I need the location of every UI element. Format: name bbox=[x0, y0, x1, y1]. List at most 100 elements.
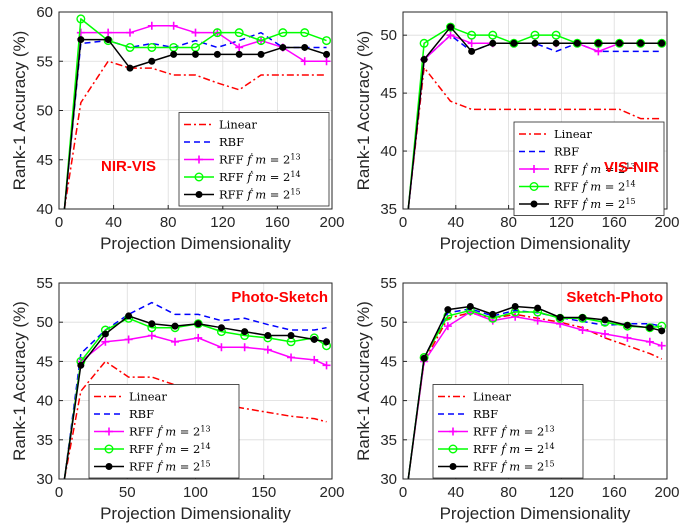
x-tick-label: 0 bbox=[55, 484, 63, 501]
data-point-rff-dot-f-m-2-15 bbox=[301, 43, 309, 51]
legend-label-rff-dot-f-m-2-13: RFF ḟ m = 213 bbox=[219, 152, 301, 167]
series-line-linear bbox=[407, 66, 662, 209]
data-point-rff-dot-f-m-2-15 bbox=[213, 50, 221, 58]
data-point-rff-dot-f-m-2-13 bbox=[104, 28, 113, 37]
panel-title: NIR-VIS bbox=[101, 158, 156, 175]
legend: Linear RBF RFF ḟ m = 213 RFF ḟ m = 214 RFF ḟ… bbox=[513, 121, 665, 216]
data-point-rff-dot-f-m-2-14 bbox=[300, 28, 310, 38]
legend-marker-rff-dot-f-m-2-14 bbox=[529, 181, 539, 191]
data-point-rff-dot-f-m-2-13 bbox=[578, 326, 587, 335]
legend-label-rff-dot-f-m-2-14: RFF ḟ m = 214 bbox=[554, 179, 636, 194]
data-point-rff-dot-f-m-2-14 bbox=[278, 28, 288, 38]
x-tick-label: 200 bbox=[319, 214, 344, 231]
legend: Linear RBF RFF ḟ m = 213 RFF ḟ m = 214 RFF ḟ… bbox=[432, 384, 584, 479]
data-point-rff-dot-f-m-2-13 bbox=[594, 47, 603, 56]
data-point-rff-dot-f-m-2-15 bbox=[489, 310, 497, 318]
legend-marker-rff-dot-f-m-2-15 bbox=[449, 463, 457, 470]
data-point-rff-dot-f-m-2-15 bbox=[217, 324, 225, 332]
data-point-rff-dot-f-m-2-13 bbox=[194, 333, 203, 342]
legend-marker-rff-dot-f-m-2-14 bbox=[194, 172, 204, 182]
panel-title: VIS-NIR bbox=[604, 159, 659, 176]
data-point-rff-dot-f-m-2-15 bbox=[623, 321, 631, 329]
data-point-rff-dot-f-m-2-15 bbox=[489, 39, 497, 47]
data-point-rff-dot-f-m-2-13 bbox=[533, 316, 542, 325]
data-point-rff-dot-f-m-2-13 bbox=[125, 28, 134, 37]
data-point-rff-dot-f-m-2-15 bbox=[310, 335, 318, 343]
legend: Linear RBF RFF ḟ m = 213 RFF ḟ m = 214 RFF ḟ… bbox=[178, 112, 330, 207]
x-tick-label: 80 bbox=[500, 214, 517, 231]
data-point-rff-dot-f-m-2-13 bbox=[446, 31, 455, 40]
data-point-rff-dot-f-m-2-15 bbox=[192, 50, 199, 58]
data-point-rff-dot-f-m-2-13 bbox=[217, 343, 226, 352]
legend-marker-rff-dot-f-m-2-13 bbox=[530, 165, 538, 173]
x-tick-label: 120 bbox=[210, 214, 235, 231]
x-tick-label: 40 bbox=[447, 214, 464, 231]
y-tick-label: 50 bbox=[380, 314, 397, 331]
data-point-rff-dot-f-m-2-13 bbox=[310, 355, 319, 364]
data-point-rff-dot-f-m-2-13 bbox=[287, 353, 296, 362]
data-point-rff-dot-f-m-2-15 bbox=[101, 330, 109, 338]
data-point-rff-dot-f-m-2-14 bbox=[322, 36, 332, 46]
data-point-rff-dot-f-m-2-15 bbox=[594, 39, 602, 47]
axes-box bbox=[402, 282, 668, 480]
y-tick-label: 50 bbox=[36, 314, 53, 331]
y-tick-label: 35 bbox=[36, 432, 53, 449]
data-point-rff-dot-f-m-2-14 bbox=[530, 30, 540, 40]
data-point-rff-dot-f-m-2-13 bbox=[235, 43, 244, 52]
data-point-rff-dot-f-m-2-15 bbox=[264, 332, 272, 340]
x-tick-label: 0 bbox=[399, 484, 407, 501]
data-point-rff-dot-f-m-2-15 bbox=[658, 327, 666, 335]
y-tick-label: 40 bbox=[380, 143, 397, 160]
data-point-rff-dot-f-m-2-13 bbox=[76, 28, 85, 37]
legend-label-rff-dot-f-m-2-15: RFF ḟ m = 215 bbox=[473, 459, 555, 474]
y-tick-label: 40 bbox=[36, 201, 53, 218]
legend-label-linear: Linear bbox=[554, 127, 592, 141]
x-tick-label: 160 bbox=[602, 484, 627, 501]
data-point-rff-dot-f-m-2-13 bbox=[191, 28, 200, 37]
data-point-rff-dot-f-m-2-15 bbox=[235, 50, 243, 58]
legend-marker-rff-dot-f-m-2-13 bbox=[105, 427, 113, 436]
data-point-rff-dot-f-m-2-13 bbox=[623, 333, 632, 342]
data-point-rff-dot-f-m-2-15 bbox=[658, 39, 666, 47]
legend-label-rbf: RBF bbox=[473, 407, 498, 421]
series-group bbox=[407, 303, 667, 479]
y-tick-label: 40 bbox=[36, 393, 53, 410]
y-tick-label: 45 bbox=[380, 85, 397, 102]
data-point-rff-dot-f-m-2-15 bbox=[171, 322, 179, 330]
data-point-rff-dot-f-m-2-15 bbox=[125, 312, 133, 320]
legend-label-rff-dot-f-m-2-14: RFF ḟ m = 214 bbox=[473, 441, 555, 456]
y-tick-label: 45 bbox=[36, 353, 53, 370]
legend-label-rff-dot-f-m-2-15: RFF ḟ m = 215 bbox=[129, 459, 211, 474]
data-point-rff-dot-f-m-2-13 bbox=[657, 341, 666, 350]
data-point-rff-dot-f-m-2-14 bbox=[125, 42, 135, 52]
data-point-rff-dot-f-m-2-14 bbox=[234, 28, 244, 38]
panel-title: Sketch-Photo bbox=[566, 289, 663, 306]
data-point-rff-dot-f-m-2-15 bbox=[468, 47, 476, 55]
x-tick-label: 100 bbox=[183, 484, 208, 501]
x-tick-label: 160 bbox=[265, 214, 290, 231]
data-point-rff-dot-f-m-2-13 bbox=[600, 329, 609, 338]
x-axis-label: Projection Dimensionality bbox=[100, 234, 291, 253]
legend-label-linear: Linear bbox=[129, 390, 167, 404]
series-line-linear bbox=[63, 60, 327, 209]
x-tick-label: 40 bbox=[105, 214, 122, 231]
y-tick-label: 45 bbox=[380, 353, 397, 370]
legend-marker-rff-dot-f-m-2-14 bbox=[104, 444, 114, 454]
y-axis-label: Rank-1 Accuracy (%) bbox=[354, 301, 373, 461]
x-tick-label: 120 bbox=[549, 214, 574, 231]
panel-title: Photo-Sketch bbox=[231, 289, 328, 306]
x-tick-label: 200 bbox=[654, 214, 679, 231]
data-point-rff-dot-f-m-2-15 bbox=[126, 64, 134, 72]
legend-marker-rff-dot-f-m-2-13 bbox=[449, 427, 457, 436]
data-point-rff-dot-f-m-2-15 bbox=[420, 354, 428, 362]
data-point-rff-dot-f-m-2-14 bbox=[256, 36, 266, 46]
x-tick-label: 0 bbox=[399, 214, 407, 231]
y-tick-label: 35 bbox=[380, 201, 397, 218]
data-point-rff-dot-f-m-2-15 bbox=[444, 306, 452, 314]
data-point-rff-dot-f-m-2-15 bbox=[552, 39, 560, 47]
data-point-rff-dot-f-m-2-15 bbox=[77, 36, 85, 44]
data-point-rff-dot-f-m-2-13 bbox=[322, 57, 331, 66]
data-point-rff-dot-f-m-2-15 bbox=[646, 324, 654, 332]
y-tick-label: 50 bbox=[380, 27, 397, 44]
